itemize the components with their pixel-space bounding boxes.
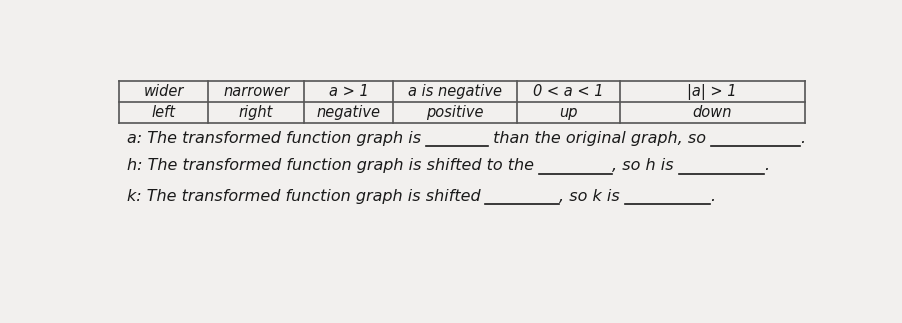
Text: a: The transformed function graph is: a: The transformed function graph is (126, 131, 426, 146)
Text: negative: negative (317, 105, 381, 120)
Text: .: . (800, 131, 805, 146)
Text: a > 1: a > 1 (329, 84, 369, 99)
Text: , so h is: , so h is (612, 158, 679, 173)
Text: left: left (152, 105, 176, 120)
Text: |a| > 1: |a| > 1 (687, 84, 737, 99)
Text: h: The transformed function graph is shifted to the: h: The transformed function graph is shi… (126, 158, 538, 173)
Text: narrower: narrower (223, 84, 290, 99)
Text: , so k is: , so k is (559, 189, 625, 204)
Text: k: The transformed function graph is shifted: k: The transformed function graph is shi… (126, 189, 485, 204)
Text: down: down (693, 105, 732, 120)
Text: up: up (559, 105, 577, 120)
Text: than the original graph, so: than the original graph, so (488, 131, 711, 146)
Text: .: . (710, 189, 715, 204)
Text: 0 < a < 1: 0 < a < 1 (533, 84, 603, 99)
Text: right: right (239, 105, 273, 120)
Text: a is negative: a is negative (408, 84, 502, 99)
Text: .: . (765, 158, 769, 173)
Text: wider: wider (143, 84, 184, 99)
Text: positive: positive (427, 105, 483, 120)
